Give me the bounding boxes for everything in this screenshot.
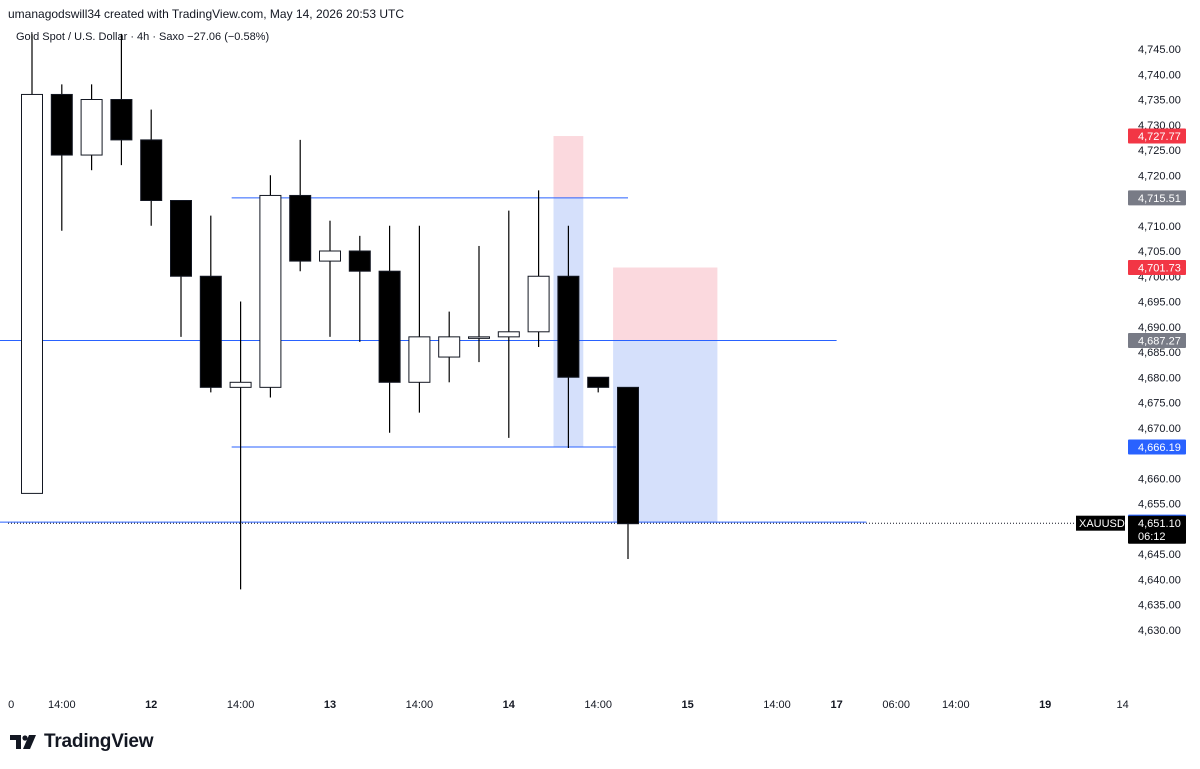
candle-body-19	[587, 376, 610, 388]
tradingview-logo-icon	[10, 735, 36, 749]
price-badge-label-0: 4,727.77	[1138, 131, 1181, 143]
candle-body-10	[319, 250, 341, 262]
candle-body-1	[50, 93, 73, 156]
time-tick-label: 13	[324, 699, 336, 711]
time-axis: 0 14:00 12 14:00 13 14:00 14 14:00 15 14:00 17 06:0…	[8, 699, 1129, 711]
time-tick-label: 14:00	[584, 699, 612, 711]
price-tick-label: 4,710.00	[1138, 221, 1181, 233]
time-tick-label: 14:00	[406, 699, 434, 711]
symbol-legend[interactable]: Gold Spot / U.S. Dollar · 4h · Saxo −27.…	[16, 31, 270, 43]
candle-body-15	[468, 336, 490, 339]
time-tick-label: 06:00	[882, 699, 910, 711]
horizontal-lines	[0, 197, 1075, 524]
price-tick-label: 4,670.00	[1138, 423, 1181, 435]
candle-body-6	[199, 275, 222, 388]
price-badge-label-2: 4,701.73	[1138, 263, 1181, 275]
price-badges: 4,727.77 4,715.51 4,701.73 4,687.27 4,666.19…	[1076, 128, 1186, 544]
candle-body-17	[527, 275, 550, 333]
price-tick-label: 4,645.00	[1138, 549, 1181, 561]
candle-body-3	[110, 99, 133, 141]
candle-body-5	[170, 200, 192, 277]
price-badge-3	[1128, 333, 1186, 349]
price-tick-label: 4,735.00	[1138, 95, 1181, 107]
time-tick-label: 14:00	[942, 699, 970, 711]
price-tick-label: 4,685.00	[1138, 347, 1181, 359]
price-badge-2	[1128, 260, 1186, 276]
candle-body-2	[80, 99, 103, 156]
candle-body-0	[21, 93, 43, 494]
price-tick-label: 4,655.00	[1138, 499, 1181, 511]
candle-body-14	[438, 336, 461, 358]
stop-loss-zone-1	[613, 267, 718, 341]
time-tick-label: 14	[1117, 699, 1129, 711]
time-tick-label: 12	[145, 699, 157, 711]
price-tick-label: 4,640.00	[1138, 574, 1181, 586]
price-badge-4	[1128, 439, 1186, 455]
time-tick-label: 15	[681, 699, 693, 711]
price-tick-label: 4,740.00	[1138, 69, 1181, 81]
chart-credit: umanagodswill34 created with TradingView…	[8, 7, 404, 21]
time-tick-label: 14:00	[227, 699, 255, 711]
time-tick-label: 14:00	[48, 699, 76, 711]
price-tick-label: 4,705.00	[1138, 246, 1181, 258]
candles	[21, 33, 639, 590]
last-price-badge	[1128, 515, 1186, 544]
price-badge-0	[1128, 128, 1186, 144]
candle-body-18	[557, 275, 580, 378]
candle-body-8	[259, 194, 282, 388]
price-tick-label: 4,725.00	[1138, 145, 1181, 157]
price-badge-1	[1128, 190, 1186, 206]
tradingview-logo[interactable]: TradingView	[10, 731, 154, 753]
price-tick-label: 4,745.00	[1138, 44, 1181, 56]
price-tick-label: 4,720.00	[1138, 170, 1181, 182]
time-tick-label: 19	[1039, 699, 1051, 711]
price-tick-label: 4,680.00	[1138, 372, 1181, 384]
time-tick-label: 17	[830, 699, 842, 711]
stop-loss-zone-0	[553, 136, 584, 198]
candle-body-12	[378, 270, 401, 383]
symbol-badge	[1076, 515, 1125, 531]
price-tick-label: 4,660.00	[1138, 473, 1181, 485]
symbol-badge-label: XAUUSD	[1079, 518, 1125, 530]
price-tick-label: 4,690.00	[1138, 322, 1181, 334]
candle-body-16	[497, 331, 520, 338]
price-badge-label-4: 4,666.19	[1138, 442, 1181, 454]
candle-body-11	[348, 250, 371, 272]
price-tick-label: 4,695.00	[1138, 297, 1181, 309]
last-price-label: 4,651.10	[1138, 518, 1181, 530]
time-tick-label: 0	[8, 699, 14, 711]
candle-body-4	[140, 139, 163, 201]
price-tick-label: 4,675.00	[1138, 398, 1181, 410]
brand-name: TradingView	[44, 731, 154, 752]
candle-body-13	[408, 336, 431, 383]
candle-body-9	[289, 194, 312, 262]
candle-body-7	[229, 381, 252, 388]
price-tick-label: 4,635.00	[1138, 600, 1181, 612]
countdown-label: 06:12	[1138, 531, 1166, 543]
time-tick-label: 14:00	[763, 699, 791, 711]
price-tick-label: 4,630.00	[1138, 625, 1181, 637]
price-badge-label-3: 4,687.27	[1138, 336, 1181, 348]
price-badge-label-1: 4,715.51	[1138, 193, 1181, 205]
time-tick-label: 14	[503, 699, 516, 711]
candle-body-20	[617, 386, 639, 525]
